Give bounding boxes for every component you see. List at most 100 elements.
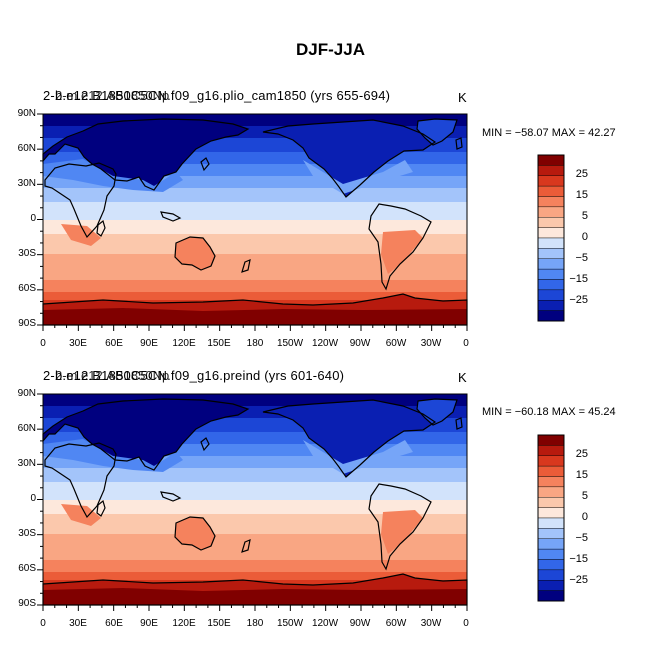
coastline-australia — [174, 516, 216, 551]
bottom-colorbar-label: −15 — [569, 553, 588, 565]
top-lat-tick: 90N — [17, 108, 36, 119]
top-lon-tick: 120W — [311, 338, 339, 349]
bottom-lon-tick: 90E — [140, 618, 158, 629]
figure-title: DJF-JJA — [296, 40, 365, 59]
bottom-lat-tick: 0 — [30, 493, 36, 504]
bottom-lat-tick: 30S — [18, 528, 36, 539]
coastline-uk — [455, 137, 463, 150]
coastline-africa — [44, 162, 117, 239]
panel-bottom-minmax: MIN = −60.18 MAX = 45.24 — [482, 406, 616, 418]
anomaly-region — [61, 504, 101, 526]
top-lat-tick: 90S — [18, 318, 36, 329]
bottom-lon-tick: 30E — [69, 618, 87, 629]
bottom-colorbar-label: −5 — [575, 532, 588, 544]
top-colorbar-label: −25 — [569, 294, 588, 306]
bottom-lon-tick: 90W — [349, 618, 371, 629]
colorbar-frame — [537, 434, 565, 602]
panel-top-colorbar — [537, 154, 565, 322]
coastline-madagascar — [96, 499, 106, 517]
top-lat-tick: 0 — [30, 213, 36, 224]
coastline-greenland — [416, 118, 458, 146]
bottom-colorbar-label: 15 — [575, 469, 588, 481]
bottom-colorbar-label: 0 — [581, 511, 588, 523]
panel-bottom-overlay-text: 2-m.e12.AB1850Np — [55, 368, 170, 383]
top-colorbar-label: −15 — [569, 273, 588, 285]
anomaly-region — [43, 159, 183, 192]
panel-top-title: 2-b.e12.B1850C5CN.f09_g16.plio_cam1850 (… — [43, 88, 391, 103]
contour-band — [43, 500, 467, 514]
panel-top-overlay-text: 2-m.e12.AB1850Np — [55, 88, 170, 103]
anomaly-region — [263, 120, 435, 197]
bottom-lat-tick: 90N — [17, 388, 36, 399]
colorbar-swatch — [537, 434, 565, 446]
anomaly-region — [175, 517, 215, 550]
coastline-nz — [241, 539, 251, 553]
top-lon-tick: 150E — [207, 338, 231, 349]
panel-bottom-title: 2-b.e12.B1850C5CN.f09_g16.preind (yrs 60… — [43, 368, 345, 383]
anomaly-region — [303, 160, 413, 194]
top-lon-tick: 0 — [40, 338, 46, 349]
anomaly-region — [263, 400, 435, 477]
top-colorbar-label: −5 — [575, 252, 588, 264]
panel-top-minmax: MIN = −58.07 MAX = 42.27 — [482, 127, 616, 139]
coastline-samerica — [368, 203, 432, 291]
coastline-japan — [200, 437, 210, 452]
anomaly-region — [381, 230, 423, 274]
panel-bottom-map — [42, 393, 468, 606]
coastline-japan — [200, 157, 210, 172]
top-colorbar-label: 5 — [581, 210, 588, 222]
contour-band — [43, 482, 467, 500]
bottom-lon-tick: 150W — [276, 618, 304, 629]
coastline-uk — [455, 417, 463, 430]
contour-band — [43, 220, 467, 234]
contour-band — [43, 234, 467, 254]
coastline-samerica — [368, 483, 432, 571]
contour-band — [43, 468, 467, 482]
contour-band — [43, 202, 467, 220]
top-lon-tick: 0 — [463, 338, 469, 349]
contour-band — [43, 188, 467, 202]
coastline-indonesia — [160, 491, 182, 502]
top-lon-tick: 60E — [105, 338, 123, 349]
top-colorbar-label: 0 — [581, 231, 588, 243]
top-lon-tick: 30E — [69, 338, 87, 349]
anomaly-region — [381, 510, 423, 554]
bottom-lon-tick: 60E — [105, 618, 123, 629]
top-lat-tick: 60S — [18, 283, 36, 294]
coastline-indonesia — [160, 211, 182, 222]
anomaly-region — [417, 119, 457, 145]
contour-band — [43, 572, 467, 580]
contour-band — [43, 560, 467, 572]
top-lon-tick: 30W — [420, 338, 442, 349]
anomaly-region — [43, 588, 467, 605]
top-lon-tick: 180 — [246, 338, 264, 349]
anomaly-region — [43, 399, 248, 470]
coastline-greenland — [416, 398, 458, 426]
colorbar-frame — [537, 154, 565, 322]
bottom-colorbar-label: 25 — [575, 448, 588, 460]
top-colorbar-label: 15 — [575, 189, 588, 201]
bottom-lon-tick: 180 — [246, 618, 264, 629]
contour-band — [43, 514, 467, 534]
panel-top-map — [42, 113, 468, 326]
panel-top-units: K — [458, 90, 467, 105]
coastline-africa — [44, 442, 117, 519]
top-lon-tick: 90E — [140, 338, 158, 349]
panel-bottom-units: K — [458, 370, 467, 385]
coastline-namerica — [262, 399, 437, 478]
anomaly-region — [61, 224, 101, 246]
anomaly-region — [417, 399, 457, 425]
coastline-australia — [174, 236, 216, 271]
coastline-madagascar — [96, 219, 106, 237]
anomaly-region — [175, 237, 215, 270]
top-lon-tick: 60W — [385, 338, 407, 349]
coastline-nz — [241, 259, 251, 273]
coastline-eurasia — [42, 118, 250, 191]
contour-band — [43, 280, 467, 292]
coastline-eurasia — [42, 398, 250, 471]
top-lon-tick: 90W — [349, 338, 371, 349]
colorbar-swatch — [537, 590, 565, 602]
bottom-lon-tick: 120W — [311, 618, 339, 629]
bottom-lat-tick: 90S — [18, 598, 36, 609]
